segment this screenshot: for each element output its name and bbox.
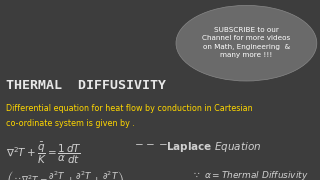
Text: THERMAL  DIFFUSIVITY: THERMAL DIFFUSIVITY — [6, 79, 166, 92]
Text: Differential equation for heat flow by conduction in Cartesian: Differential equation for heat flow by c… — [6, 104, 253, 113]
Text: co-ordinate system is given by .: co-ordinate system is given by . — [6, 119, 135, 128]
Text: $\nabla^2 T + \dfrac{\bar{q}}{K} = \dfrac{1}{\alpha}\dfrac{dT}{dt}$: $\nabla^2 T + \dfrac{\bar{q}}{K} = \dfra… — [6, 140, 82, 166]
Text: $---$: $---$ — [128, 140, 168, 150]
Ellipse shape — [176, 5, 317, 81]
Text: SUBSCRIBE to our
Channel for more videos
on Math, Engineering  &
many more !!!: SUBSCRIBE to our Channel for more videos… — [202, 27, 291, 58]
Text: $\mathbf{Laplace}$ $Equation$: $\mathbf{Laplace}$ $Equation$ — [166, 140, 262, 154]
Text: $\because\  \alpha = Thermal\ Diffusivity$: $\because\ \alpha = Thermal\ Diffusivity… — [192, 169, 309, 180]
Text: $\left(\because \nabla^2 T = \dfrac{\partial^2 T}{\partial x^2} + \dfrac{\partia: $\left(\because \nabla^2 T = \dfrac{\par… — [6, 169, 125, 180]
